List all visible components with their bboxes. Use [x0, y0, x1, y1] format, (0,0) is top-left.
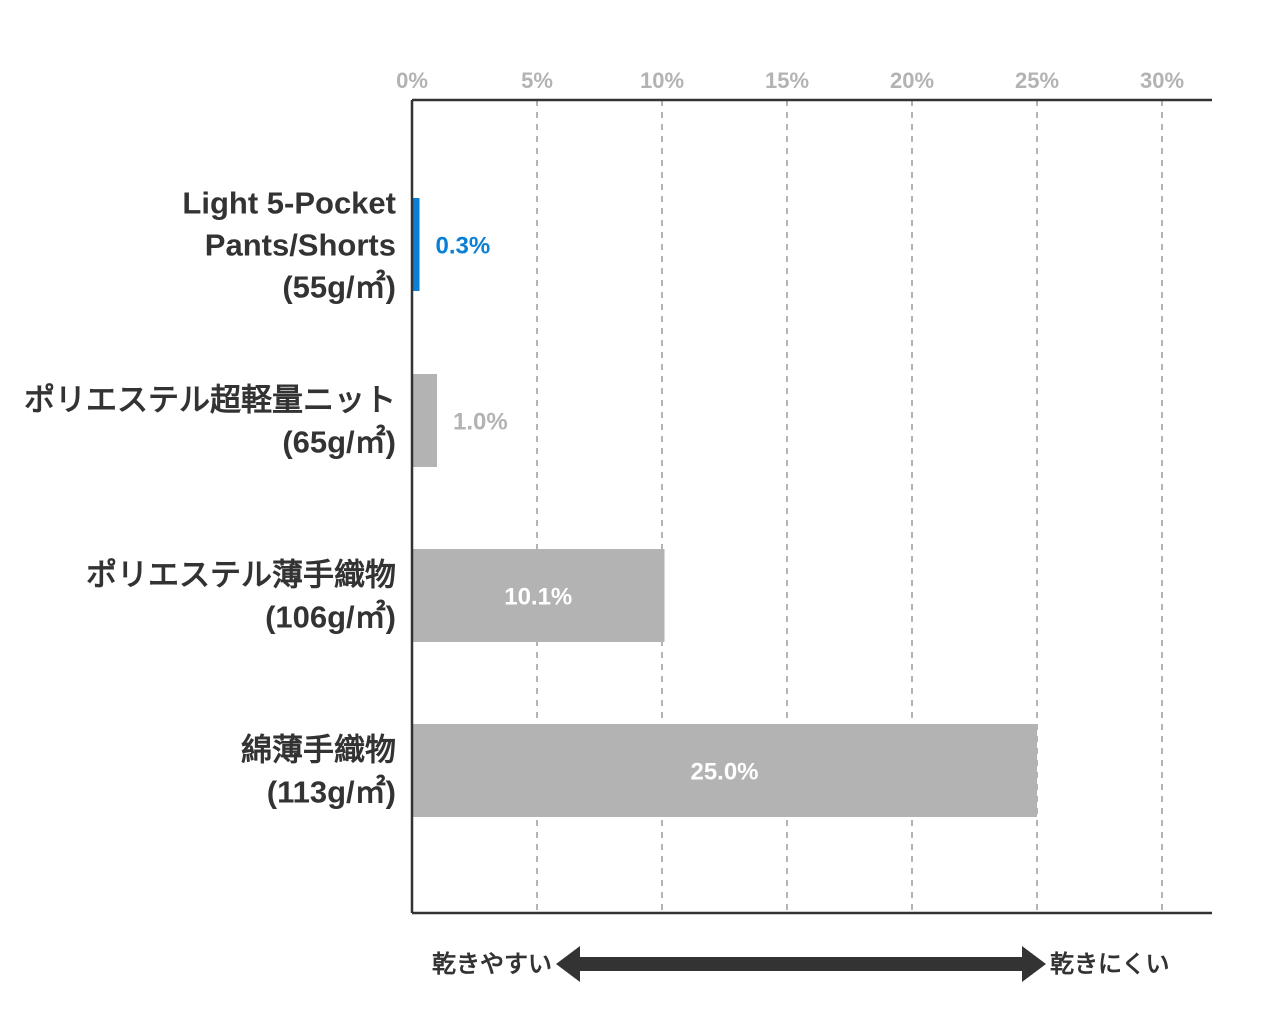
- category-label: (65g/㎡): [282, 425, 396, 460]
- data-label: 0.3%: [436, 233, 491, 260]
- category-labels: Light 5-Pocket Pants/Shorts (55g/㎡) ポリエステル超…: [24, 186, 396, 810]
- category-label: Light 5-Pocket: [182, 186, 396, 221]
- value-labels: 0.3% 1.0% 10.1% 25.0%: [436, 233, 759, 786]
- category-label: (106g/㎡): [265, 600, 396, 635]
- category-label: (55g/㎡): [282, 270, 396, 305]
- bar: [412, 374, 437, 467]
- category-label: 綿薄手織物: [241, 733, 396, 768]
- x-tick-label: 30%: [1140, 68, 1184, 93]
- category-label: Pants/Shorts: [205, 228, 396, 263]
- x-tick-label: 15%: [765, 68, 809, 93]
- bar: [412, 549, 665, 642]
- x-tick-label: 20%: [890, 68, 934, 93]
- x-tick-labels: 0% 5% 10% 15% 20% 25% 30%: [396, 68, 1184, 93]
- category-label: ポリエステル超軽量ニット: [24, 383, 396, 418]
- double-arrow-icon: [556, 946, 1046, 982]
- data-label: 25.0%: [690, 759, 758, 786]
- direction-left-label: 乾きやすい: [432, 951, 552, 978]
- x-tick-label: 10%: [640, 68, 684, 93]
- category-label: ポリエステル薄手織物: [86, 558, 396, 593]
- bar: [412, 198, 420, 291]
- data-label: 1.0%: [453, 409, 508, 436]
- direction-indicator: 乾きやすい 乾きにくい: [432, 946, 1170, 982]
- x-tick-label: 0%: [396, 68, 428, 93]
- axes: [410, 98, 1212, 915]
- direction-right-label: 乾きにくい: [1050, 951, 1170, 978]
- bars: [412, 198, 1037, 817]
- category-label: (113g/㎡): [267, 775, 396, 810]
- data-label: 10.1%: [504, 584, 572, 611]
- bar: [412, 724, 1037, 817]
- x-tick-label: 25%: [1015, 68, 1059, 93]
- x-tick-label: 5%: [521, 68, 553, 93]
